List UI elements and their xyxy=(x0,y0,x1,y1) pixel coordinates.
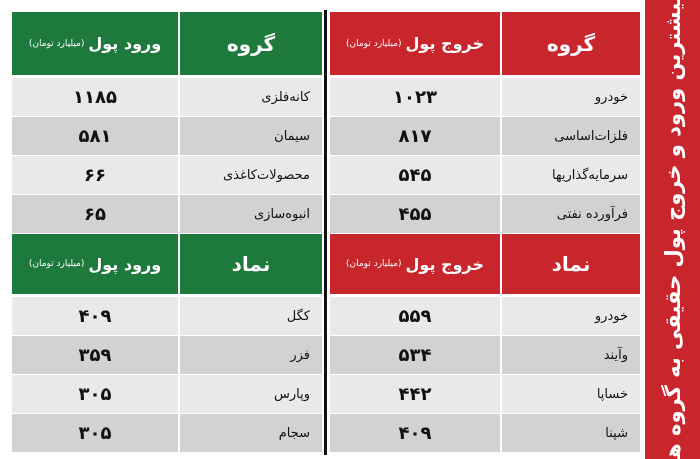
row-name: سجام xyxy=(180,414,322,452)
row-value: ۴۵۵ xyxy=(330,195,500,233)
row-label: سیمان xyxy=(274,128,310,144)
row-name: فرآورده نفتی xyxy=(502,195,640,233)
row-label: سرمایه‌گذاریها xyxy=(551,167,628,183)
header-text: خروج پول xyxy=(405,254,484,274)
row-name: فزر xyxy=(180,336,322,374)
row-name: کگل xyxy=(180,297,322,335)
row-number: ۱۰۲۳ xyxy=(393,86,437,108)
row-label: محصولات‌کاغذی xyxy=(223,167,310,183)
row-label: خودرو xyxy=(594,89,628,105)
row-value: ۳۰۵ xyxy=(12,375,178,413)
row-value: ۴۰۹ xyxy=(12,297,178,335)
row-name: خودرو xyxy=(502,78,640,116)
header-text: نماد xyxy=(231,252,271,276)
row-number: ۳۰۵ xyxy=(78,383,112,405)
row-name: کانه‌فلزی xyxy=(180,78,322,116)
header-text: ورود پول xyxy=(88,34,162,53)
header-name: نماد xyxy=(180,234,322,294)
row-label: کانه‌فلزی xyxy=(261,89,310,105)
row-label: فلزات‌اساسی xyxy=(554,128,628,144)
header-name: نماد xyxy=(502,234,640,294)
row-value: ۳۵۹ xyxy=(12,336,178,374)
row-number: ۴۰۹ xyxy=(78,305,112,327)
row-name: انبوه‌سازی xyxy=(180,195,322,233)
row-value: ۴۰۹ xyxy=(330,414,500,452)
row-number: ۴۵۵ xyxy=(398,203,432,225)
header-name: گروه xyxy=(180,12,322,75)
header-text: گروه xyxy=(226,31,276,56)
row-value: ۱۰۲۳ xyxy=(330,78,500,116)
header-value: ورود پول (میلیارد تومان) xyxy=(12,234,178,294)
row-value: ۸۱۷ xyxy=(330,117,500,155)
row-number: ۳۵۹ xyxy=(78,344,112,366)
row-label: خساپا xyxy=(596,386,628,402)
row-value: ۱۱۸۵ xyxy=(12,78,178,116)
row-value: ۵۵۹ xyxy=(330,297,500,335)
header-unit: (میلیارد تومان) xyxy=(346,38,402,49)
row-value: ۳۰۵ xyxy=(12,414,178,452)
row-number: ۵۳۴ xyxy=(398,344,432,366)
header-unit: (میلیارد تومان) xyxy=(28,259,85,269)
row-label: فزر xyxy=(290,347,310,363)
row-value: ۵۴۵ xyxy=(330,156,500,194)
header-value: خروج پول (میلیارد تومان) xyxy=(330,234,500,294)
row-number: ۶۶ xyxy=(84,164,106,186)
row-name: خساپا xyxy=(502,375,640,413)
divider xyxy=(324,10,327,455)
row-label: کگل xyxy=(286,308,310,324)
header-text: ورود پول xyxy=(88,254,162,274)
header-unit: (میلیارد تومان) xyxy=(28,38,85,49)
row-number: ۴۴۲ xyxy=(398,383,432,405)
row-name: سیمان xyxy=(180,117,322,155)
row-label: فرآورده نفتی xyxy=(556,206,628,222)
title: بیشترین ورود و خروج پول حقیقی به گروه ها xyxy=(660,0,685,459)
title-strip: بیشترین ورود و خروج پول حقیقی به گروه ها xyxy=(645,0,700,459)
row-name: محصولات‌کاغذی xyxy=(180,156,322,194)
row-name: سرمایه‌گذاریها xyxy=(502,156,640,194)
header-name: گروه xyxy=(502,12,640,75)
row-value: ۶۵ xyxy=(12,195,178,233)
row-value: ۵۸۱ xyxy=(12,117,178,155)
row-name: وپارس xyxy=(180,375,322,413)
row-number: ۴۰۹ xyxy=(398,422,432,444)
row-name: شپنا xyxy=(502,414,640,452)
header-text: گروه xyxy=(546,31,596,56)
row-number: ۶۵ xyxy=(84,203,106,225)
row-number: ۵۸۱ xyxy=(78,125,112,147)
row-value: ۴۴۲ xyxy=(330,375,500,413)
header-text: خروج پول xyxy=(405,34,484,53)
row-value: ۶۶ xyxy=(12,156,178,194)
row-label: وپارس xyxy=(273,386,310,402)
row-number: ۸۱۷ xyxy=(398,125,432,147)
row-number: ۳۰۵ xyxy=(78,422,112,444)
row-name: خودرو xyxy=(502,297,640,335)
row-number: ۵۴۵ xyxy=(398,164,432,186)
row-label: سجام xyxy=(278,425,310,441)
row-number: ۱۱۸۵ xyxy=(73,86,117,108)
row-label: شپنا xyxy=(605,425,628,441)
row-label: خودرو xyxy=(594,308,628,324)
header-text: نماد xyxy=(551,252,591,276)
header-unit: (میلیارد تومان) xyxy=(346,259,402,269)
row-name: فلزات‌اساسی xyxy=(502,117,640,155)
header-value: ورود پول (میلیارد تومان) xyxy=(12,12,178,75)
row-label: وآیند xyxy=(603,347,628,363)
row-value: ۵۳۴ xyxy=(330,336,500,374)
row-name: وآیند xyxy=(502,336,640,374)
header-value: خروج پول (میلیارد تومان) xyxy=(330,12,500,75)
row-number: ۵۵۹ xyxy=(398,305,432,327)
row-label: انبوه‌سازی xyxy=(254,206,310,222)
